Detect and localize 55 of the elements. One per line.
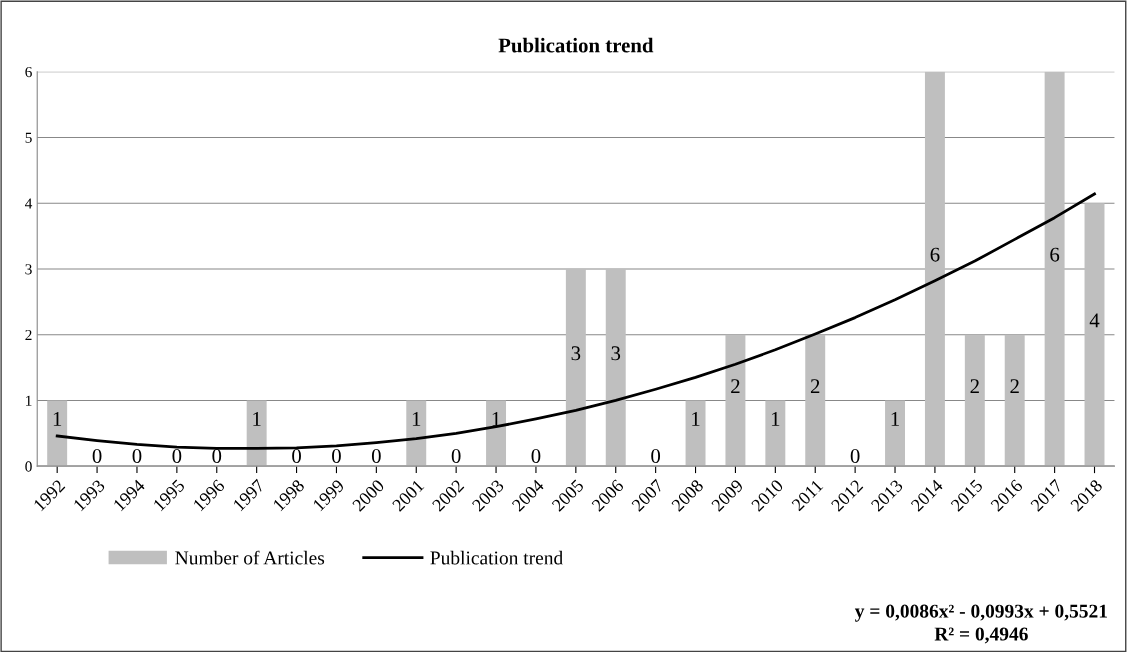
legend-label: Number of Articles	[175, 550, 325, 565]
y-tick-label: 4	[25, 198, 33, 209]
data-label: 0	[92, 449, 102, 464]
text: R² = 0,4946	[934, 627, 1028, 644]
bar	[765, 400, 786, 467]
data-label: 2	[970, 379, 979, 393]
bar	[805, 334, 826, 467]
data-label: 0	[531, 449, 541, 464]
bar	[47, 400, 68, 467]
data-label: 2	[1010, 379, 1019, 393]
bar	[964, 334, 985, 467]
x-tick-label: 2011	[791, 479, 824, 512]
data-label: 3	[571, 346, 581, 361]
data-label: 0	[651, 449, 661, 464]
data-label: 0	[371, 449, 381, 464]
data-label: 6	[1050, 247, 1060, 262]
y-tick-label: 2	[25, 329, 32, 340]
data-label: 0	[850, 449, 860, 464]
data-label: 6	[930, 247, 940, 262]
text: y = 0,0086x² - 0,0993x + 0,5521	[854, 604, 1107, 622]
data-label: 2	[810, 379, 820, 393]
bar	[1004, 334, 1025, 467]
data-label: 1	[253, 412, 261, 426]
y-tick-label: 0	[25, 461, 32, 472]
bar	[885, 400, 905, 467]
bar	[486, 400, 507, 467]
data-label: 0	[292, 449, 301, 464]
data-label: 1	[412, 412, 421, 426]
bar	[1044, 71, 1065, 467]
bar	[246, 400, 267, 467]
bar	[725, 334, 746, 467]
data-label: 0	[451, 449, 461, 464]
bar	[1084, 203, 1105, 467]
bar	[685, 400, 706, 467]
data-label: 3	[611, 346, 621, 361]
data-label: 0	[172, 449, 182, 464]
y-tick-label: 6	[25, 66, 32, 78]
bar	[605, 268, 626, 467]
bar	[565, 268, 586, 467]
bar	[924, 71, 945, 467]
data-label: 0	[132, 449, 142, 464]
y-tick-label: 3	[25, 264, 32, 275]
y-tick-label: 5	[25, 132, 32, 143]
chart-title: Publication trend	[498, 37, 654, 53]
bar	[406, 400, 427, 467]
data-label: 1	[692, 412, 700, 426]
data-label: 0	[332, 449, 341, 464]
data-label: 1	[53, 412, 62, 426]
legend-label: Publication trend	[430, 550, 563, 565]
data-label: 1	[771, 412, 780, 426]
data-label: 4	[1089, 313, 1100, 328]
y-tick-label: 1	[26, 395, 32, 406]
data-label: 2	[731, 379, 740, 393]
data-label: 1	[891, 412, 899, 426]
data-label: 0	[212, 449, 222, 464]
